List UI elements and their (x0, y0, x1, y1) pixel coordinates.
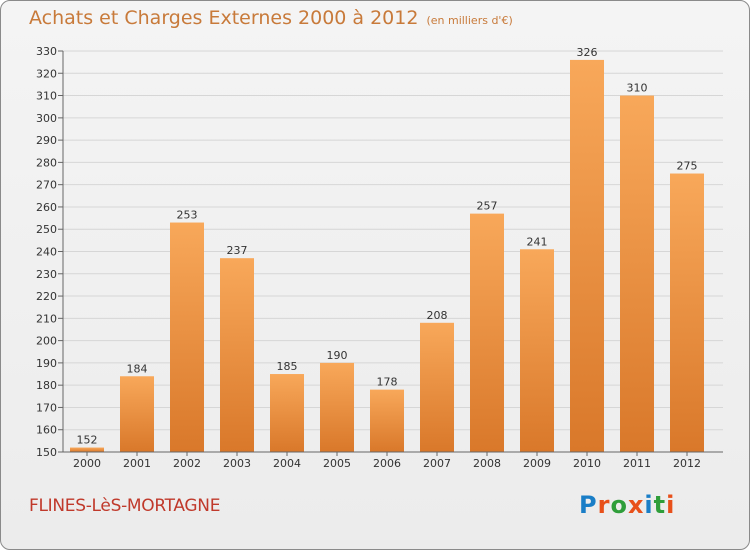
data-label-2012: 275 (677, 160, 698, 173)
x-tick-label-2010: 2010 (573, 457, 601, 470)
bar-2008 (470, 213, 504, 452)
data-label-2001: 184 (127, 362, 148, 375)
data-label-2010: 326 (577, 46, 598, 59)
y-tick-label: 160 (36, 424, 57, 437)
x-tick-label-2007: 2007 (423, 457, 451, 470)
x-tick-label-2006: 2006 (373, 457, 401, 470)
bar-2004 (270, 374, 304, 452)
y-tick-label: 280 (36, 156, 57, 169)
y-tick-label: 220 (36, 290, 57, 303)
data-label-2003: 237 (227, 244, 248, 257)
data-label-2004: 185 (277, 360, 298, 373)
y-tick-label: 180 (36, 379, 57, 392)
bar-2003 (220, 258, 254, 452)
y-tick-label: 320 (36, 67, 57, 80)
data-label-2007: 208 (427, 309, 448, 322)
y-tick-label: 270 (36, 179, 57, 192)
bar-2006 (370, 389, 404, 452)
y-tick-label: 230 (36, 268, 57, 281)
data-labels: 152 184 253 237 185 190 178 208 257 241 326 310 275 (77, 46, 698, 447)
y-tick-label: 250 (36, 223, 57, 236)
x-axis-ticks: 2000 2001 2002 2003 2004 2005 2006 2007 2008 2009… (63, 451, 723, 470)
bar-2011 (620, 95, 654, 453)
y-tick-label: 190 (36, 357, 57, 370)
bar-2001 (120, 376, 154, 452)
logo-letter: t (653, 491, 667, 519)
x-tick-label-2011: 2011 (623, 457, 651, 470)
y-tick-label: 330 (36, 45, 57, 58)
data-label-2005: 190 (327, 349, 348, 362)
y-tick-label: 210 (36, 312, 57, 325)
x-tick-label-2005: 2005 (323, 457, 351, 470)
y-tick-label: 200 (36, 335, 57, 348)
x-tick-label-2009: 2009 (523, 457, 551, 470)
data-label-2000: 152 (77, 434, 98, 447)
data-label-2011: 310 (627, 82, 648, 95)
bar-2012 (670, 173, 704, 452)
x-tick-label-2000: 2000 (73, 457, 101, 470)
bar-2010 (570, 59, 604, 453)
chart-title: Achats et Charges Externes 2000 à 2012 (e… (29, 7, 513, 29)
chart-unit: (en milliers d'€) (426, 14, 513, 27)
y-tick-label: 150 (36, 446, 57, 459)
city-name: FLINES-LèS-MORTAGNE (29, 496, 221, 516)
bars (70, 59, 704, 453)
data-label-2008: 257 (477, 200, 498, 213)
logo-letter: P (579, 491, 598, 519)
logo-letter: i (666, 491, 676, 519)
y-tick-label: 240 (36, 246, 57, 259)
logo-letter: i (644, 491, 654, 519)
y-tick-label: 300 (36, 112, 57, 125)
logo-letter: x (627, 491, 645, 519)
bar-2007 (420, 322, 454, 452)
x-tick-label-2008: 2008 (473, 457, 501, 470)
x-tick-label-2002: 2002 (173, 457, 201, 470)
y-tick-label: 260 (36, 201, 57, 214)
proxiti-logo: Proxiti (579, 491, 675, 519)
data-label-2006: 178 (377, 376, 398, 389)
x-tick-label-2001: 2001 (123, 457, 151, 470)
bar-2009 (520, 249, 554, 452)
chart-title-text: Achats et Charges Externes 2000 à 2012 (29, 7, 419, 29)
y-tick-label: 290 (36, 134, 57, 147)
logo-letter: o (610, 491, 628, 519)
bar-2005 (320, 362, 354, 452)
y-tick-label: 310 (36, 90, 57, 103)
x-tick-label-2004: 2004 (273, 457, 301, 470)
bar-2000 (70, 447, 104, 452)
x-tick-label-2003: 2003 (223, 457, 251, 470)
y-tick-label: 170 (36, 401, 57, 414)
data-label-2002: 253 (177, 209, 198, 222)
data-label-2009: 241 (527, 235, 548, 248)
x-tick-label-2012: 2012 (673, 457, 701, 470)
logo-letter: r (597, 491, 611, 519)
bar-2002 (170, 222, 204, 452)
y-axis-ticks: 150 160 170 180 190 200 210 220 230 240 250 260 270 2… (36, 45, 64, 459)
